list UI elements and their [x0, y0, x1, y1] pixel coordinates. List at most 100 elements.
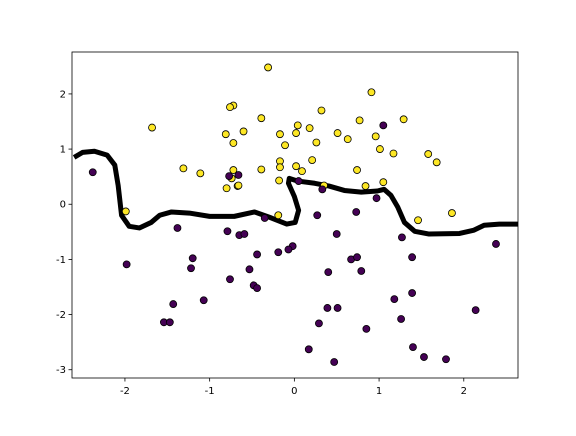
- y-tick-label: -2: [56, 310, 66, 321]
- point: [409, 343, 417, 352]
- x-tick-label: 2: [461, 386, 467, 397]
- point: [324, 268, 333, 276]
- point: [292, 129, 300, 137]
- point: [276, 163, 284, 172]
- point: [179, 164, 188, 173]
- point: [343, 135, 352, 144]
- point: [398, 233, 406, 242]
- y-tick-label: 2: [60, 89, 66, 100]
- point: [121, 207, 130, 216]
- point: [294, 177, 303, 185]
- x-tick-label: 0: [291, 386, 297, 397]
- point: [371, 132, 380, 141]
- point: [275, 176, 284, 185]
- point: [353, 253, 361, 262]
- point: [408, 253, 417, 262]
- point: [389, 149, 398, 158]
- point: [188, 254, 197, 263]
- point: [264, 63, 273, 72]
- point: [318, 185, 327, 194]
- point: [399, 115, 408, 124]
- point: [196, 169, 205, 178]
- point: [367, 88, 376, 97]
- point: [293, 121, 302, 130]
- point: [173, 224, 182, 232]
- decision-boundary: [72, 148, 518, 237]
- y-tick-label: 1: [60, 145, 66, 156]
- point: [379, 121, 388, 130]
- point: [390, 295, 399, 304]
- point: [361, 182, 370, 190]
- point: [332, 230, 341, 238]
- point: [372, 194, 381, 203]
- point: [376, 145, 384, 153]
- point: [357, 267, 366, 275]
- point: [432, 158, 441, 167]
- point: [397, 315, 405, 323]
- point: [330, 358, 339, 366]
- point: [169, 300, 178, 308]
- y-tick-label: -3: [56, 365, 66, 376]
- point: [229, 166, 238, 174]
- point: [257, 165, 266, 174]
- point: [317, 106, 326, 115]
- point: [222, 184, 231, 193]
- point: [448, 209, 456, 217]
- point: [362, 325, 371, 333]
- point: [253, 284, 261, 292]
- point: [239, 127, 248, 136]
- point: [305, 124, 314, 133]
- point: [292, 162, 300, 171]
- point: [312, 138, 321, 147]
- point: [240, 230, 249, 238]
- point: [234, 181, 243, 190]
- point: [260, 214, 269, 222]
- point: [353, 166, 361, 174]
- point: [355, 116, 364, 125]
- point: [165, 318, 174, 327]
- point: [226, 275, 234, 284]
- point: [442, 355, 450, 364]
- point: [308, 156, 317, 165]
- point: [229, 139, 238, 147]
- point: [274, 248, 283, 257]
- point: [148, 123, 156, 132]
- point: [274, 211, 283, 220]
- plot-area: [72, 63, 518, 366]
- point: [225, 172, 234, 181]
- point: [122, 260, 131, 269]
- axes-frame: [71, 51, 519, 379]
- point: [298, 167, 306, 176]
- point: [323, 304, 332, 312]
- point: [226, 103, 234, 112]
- point: [88, 168, 97, 177]
- point: [379, 178, 388, 187]
- point: [187, 264, 195, 273]
- y-tick-label: -1: [56, 255, 66, 266]
- point: [253, 250, 261, 259]
- point: [333, 304, 342, 312]
- x-tick-label: 1: [376, 386, 382, 397]
- y-tick-label: 0: [60, 200, 66, 211]
- point: [492, 240, 500, 248]
- point: [234, 171, 243, 179]
- point: [352, 208, 361, 216]
- point: [420, 353, 428, 361]
- point: [414, 216, 422, 225]
- point: [315, 319, 323, 328]
- point: [333, 129, 342, 137]
- point: [424, 150, 433, 158]
- point: [284, 245, 293, 254]
- x-tick-label: -1: [205, 386, 215, 397]
- point: [199, 296, 208, 305]
- point: [276, 130, 284, 139]
- point: [223, 227, 232, 236]
- point: [408, 289, 417, 297]
- point: [313, 211, 322, 220]
- point: [221, 130, 230, 139]
- point: [257, 114, 266, 123]
- x-tick-label: -2: [120, 386, 130, 397]
- point: [245, 265, 254, 274]
